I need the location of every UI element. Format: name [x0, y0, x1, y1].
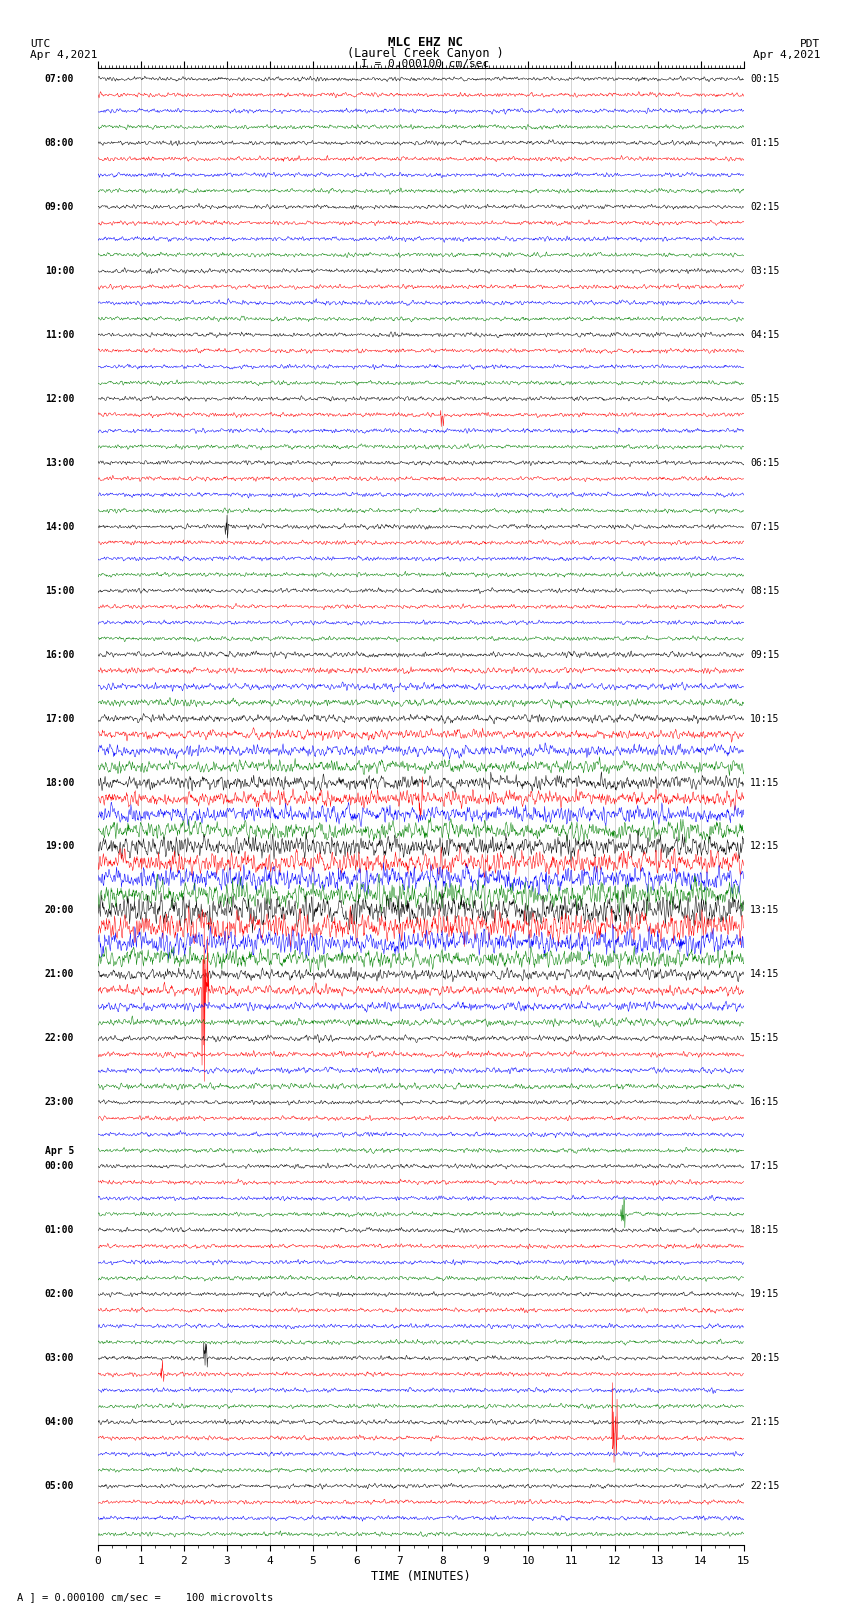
- Text: MLC EHZ NC: MLC EHZ NC: [388, 35, 462, 50]
- Text: 23:00: 23:00: [45, 1097, 74, 1107]
- Text: Apr 4,2021: Apr 4,2021: [753, 50, 820, 60]
- Text: 08:15: 08:15: [751, 586, 779, 595]
- Text: 06:15: 06:15: [751, 458, 779, 468]
- Text: Apr 4,2021: Apr 4,2021: [30, 50, 97, 60]
- Text: 14:15: 14:15: [751, 969, 779, 979]
- Text: 15:15: 15:15: [751, 1034, 779, 1044]
- Text: 19:15: 19:15: [751, 1289, 779, 1298]
- Text: I = 0.000100 cm/sec: I = 0.000100 cm/sec: [361, 60, 489, 69]
- Text: 12:00: 12:00: [45, 394, 74, 403]
- Text: 10:15: 10:15: [751, 713, 779, 724]
- Text: 21:15: 21:15: [751, 1418, 779, 1428]
- Text: 17:15: 17:15: [751, 1161, 779, 1171]
- Text: 22:00: 22:00: [45, 1034, 74, 1044]
- Text: 16:15: 16:15: [751, 1097, 779, 1107]
- Text: 15:00: 15:00: [45, 586, 74, 595]
- Text: 00:15: 00:15: [751, 74, 779, 84]
- Text: 14:00: 14:00: [45, 521, 74, 532]
- Text: Apr 5: Apr 5: [45, 1147, 74, 1157]
- Text: 09:15: 09:15: [751, 650, 779, 660]
- Text: 11:00: 11:00: [45, 329, 74, 340]
- Text: 20:15: 20:15: [751, 1353, 779, 1363]
- Text: A ] = 0.000100 cm/sec =    100 microvolts: A ] = 0.000100 cm/sec = 100 microvolts: [17, 1592, 273, 1602]
- Text: 13:15: 13:15: [751, 905, 779, 916]
- Text: 16:00: 16:00: [45, 650, 74, 660]
- Text: 01:00: 01:00: [45, 1226, 74, 1236]
- Text: UTC: UTC: [30, 39, 50, 50]
- Text: 02:15: 02:15: [751, 202, 779, 211]
- Text: 18:15: 18:15: [751, 1226, 779, 1236]
- Text: 09:00: 09:00: [45, 202, 74, 211]
- Text: 01:15: 01:15: [751, 137, 779, 148]
- Text: (Laurel Creek Canyon ): (Laurel Creek Canyon ): [347, 47, 503, 60]
- Text: 05:15: 05:15: [751, 394, 779, 403]
- Text: 08:00: 08:00: [45, 137, 74, 148]
- Text: 00:00: 00:00: [45, 1161, 74, 1171]
- Text: 07:00: 07:00: [45, 74, 74, 84]
- Text: 03:00: 03:00: [45, 1353, 74, 1363]
- Text: 21:00: 21:00: [45, 969, 74, 979]
- Text: 10:00: 10:00: [45, 266, 74, 276]
- Text: 18:00: 18:00: [45, 777, 74, 787]
- Text: 07:15: 07:15: [751, 521, 779, 532]
- Text: 03:15: 03:15: [751, 266, 779, 276]
- Text: 13:00: 13:00: [45, 458, 74, 468]
- Text: 04:00: 04:00: [45, 1418, 74, 1428]
- Text: 19:00: 19:00: [45, 842, 74, 852]
- X-axis label: TIME (MINUTES): TIME (MINUTES): [371, 1569, 471, 1582]
- Text: 04:15: 04:15: [751, 329, 779, 340]
- Text: PDT: PDT: [800, 39, 820, 50]
- Text: 02:00: 02:00: [45, 1289, 74, 1298]
- Text: 20:00: 20:00: [45, 905, 74, 916]
- Text: 12:15: 12:15: [751, 842, 779, 852]
- Text: 22:15: 22:15: [751, 1481, 779, 1490]
- Text: 05:00: 05:00: [45, 1481, 74, 1490]
- Text: 17:00: 17:00: [45, 713, 74, 724]
- Text: 11:15: 11:15: [751, 777, 779, 787]
